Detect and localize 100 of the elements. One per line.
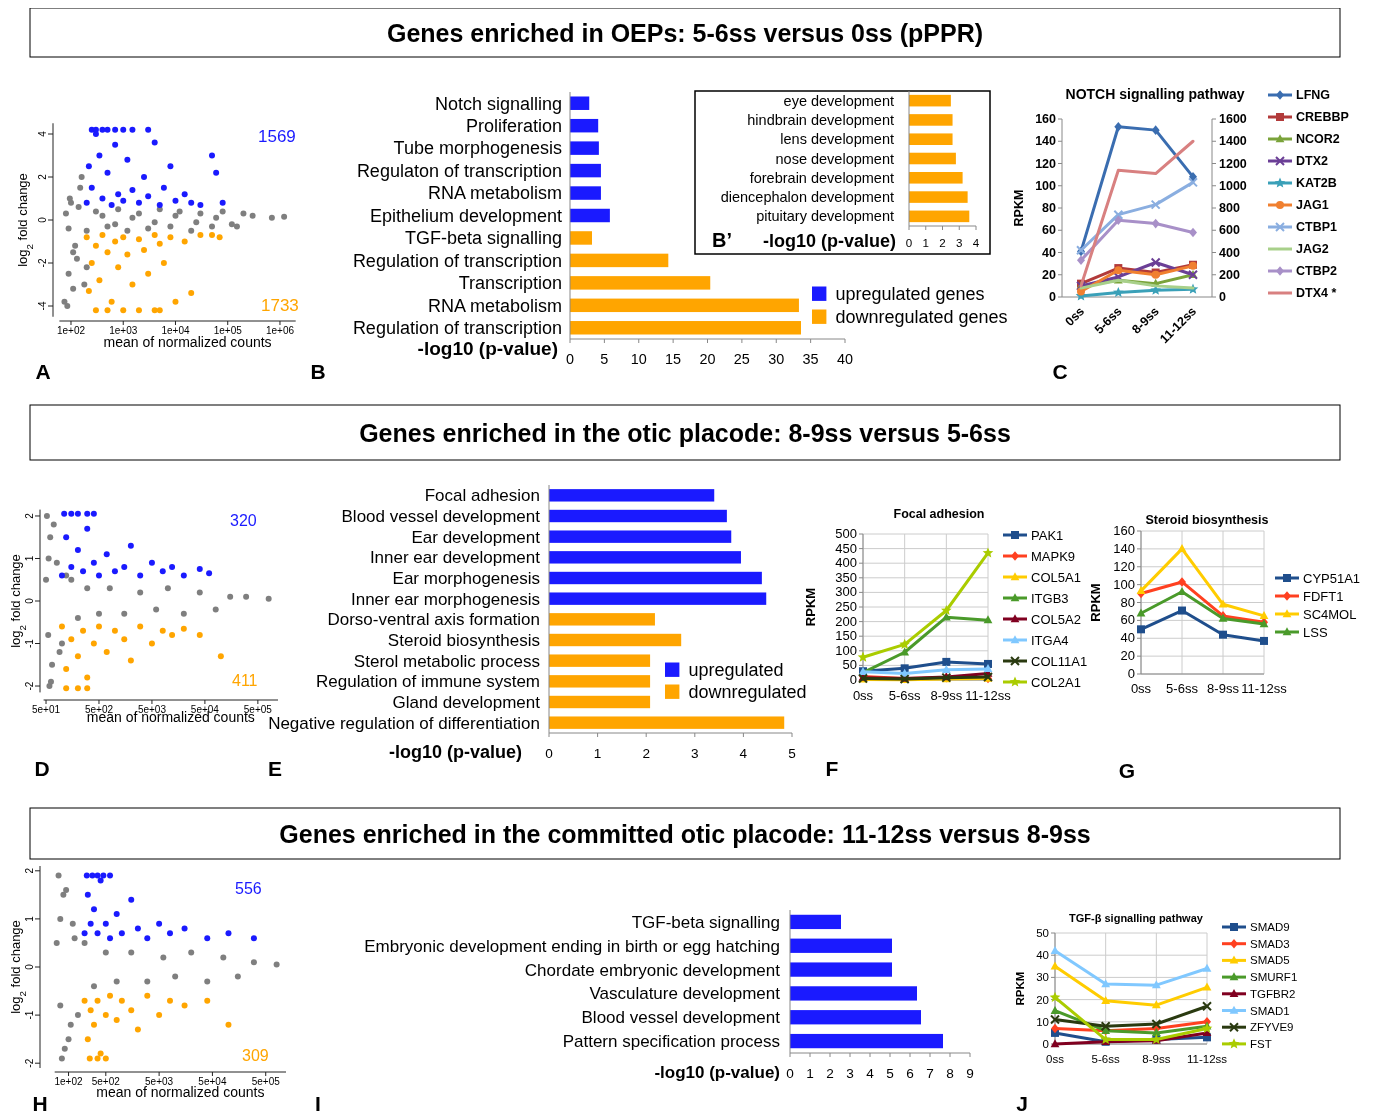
- legend-label: DTX4 *: [1296, 286, 1337, 301]
- y-tick-label: 40: [1036, 949, 1049, 962]
- legend-label: downregulated: [688, 682, 807, 702]
- y-tick-label: 4: [37, 130, 48, 137]
- x-axis-title: -log10 (p-value): [762, 231, 896, 251]
- legend-label: JAG2: [1296, 242, 1329, 257]
- x-axis-title: -log10 (p-value): [417, 338, 558, 359]
- y-tick-label: Epithelium development: [369, 205, 562, 226]
- legend-label: COL2A1: [1031, 674, 1081, 690]
- x-tick-label: 0ss: [1130, 681, 1152, 696]
- y-tick-label: 100: [1113, 576, 1135, 592]
- legend-label: COL5A1: [1031, 569, 1081, 585]
- x-tick-label: 3: [956, 236, 963, 249]
- y-tick-label: 140: [1035, 134, 1057, 149]
- y-tick-label: 250: [835, 599, 857, 614]
- x-tick-label: 5-6ss: [888, 688, 922, 703]
- y-tick-label: 2: [37, 173, 48, 180]
- x-tick-label: 10: [630, 351, 647, 367]
- y-tick-label: TGF-beta signalling: [404, 228, 562, 249]
- y-tick-label: 50: [1036, 927, 1049, 939]
- y-tick-label: Vasculature development: [589, 984, 781, 1004]
- legend-label: FST: [1250, 1037, 1272, 1050]
- y2-tick-label: 0: [1219, 290, 1226, 304]
- y-tick-label: Ear development: [411, 527, 541, 547]
- y2-tick-label: 1000: [1219, 178, 1247, 193]
- legend-label: TGFBR2: [1250, 987, 1296, 1000]
- x-axis-title: mean of normalized counts: [96, 1084, 265, 1100]
- x-tick-label: 8: [946, 1066, 954, 1081]
- legend-label: upregulated genes: [835, 284, 985, 304]
- x-tick-label: 5e+03: [145, 1076, 174, 1087]
- y2-tick-label: 1200: [1219, 156, 1247, 171]
- text: Genes enriched in the otic placode: 8-9ss versus 5-6ss: [359, 418, 1011, 447]
- x-tick-label: 20: [699, 351, 716, 367]
- legend-label: CYP51A1: [1303, 570, 1361, 586]
- x-tick-label: 5-6ss: [1166, 681, 1199, 696]
- y-tick-label: 2: [24, 867, 35, 874]
- x-tick-label: 0: [905, 236, 913, 249]
- x-tick-label: 4: [739, 746, 748, 761]
- y-tick-label: Regulation of immune system: [316, 672, 540, 692]
- legend-label: SMAD9: [1250, 921, 1290, 934]
- y-tick-label: 2: [24, 512, 35, 519]
- y-tick-label: Negative regulation of differentiation: [268, 713, 540, 733]
- y-tick-label: 50: [842, 657, 857, 673]
- text: A: [35, 360, 51, 383]
- x-tick-label: 1e+05: [213, 325, 243, 336]
- annotation: 1733: [261, 296, 299, 315]
- y-tick-label: Tube morphogenesis: [393, 138, 562, 159]
- x-axis-title: -log10 (p-value): [388, 742, 522, 762]
- legend-label: upregulated: [688, 660, 784, 680]
- legend-label: JAG1: [1296, 198, 1329, 213]
- x-tick-label: 2: [642, 746, 650, 761]
- x-tick-label: 8-9ss: [1142, 1053, 1171, 1065]
- y-tick-label: 20: [1036, 993, 1049, 1006]
- y2-tick-label: 200: [1219, 267, 1240, 282]
- x-tick-label: 3: [846, 1066, 854, 1081]
- legend-label: CTBP1: [1296, 220, 1338, 235]
- x-tick-label: 25: [733, 351, 750, 367]
- x-tick-label: 11-12ss: [965, 688, 1012, 703]
- text: F: [825, 757, 839, 780]
- y-tick-label: Focal adhesion: [424, 486, 540, 506]
- y-tick-label: 120: [1035, 156, 1057, 171]
- y-tick-label: lens development: [780, 131, 894, 148]
- text: J: [1016, 1092, 1028, 1114]
- text: Genes enriched in OEPs: 5-6ss versus 0ss (pPPR): [386, 18, 984, 47]
- y-tick-label: 60: [1120, 612, 1135, 628]
- y-tick-label: 20: [1042, 267, 1057, 282]
- y-tick-label: Regulation of transcription: [352, 250, 562, 271]
- y-tick-label: Inner ear morphogenesis: [350, 589, 540, 609]
- x-tick-label: 5e+05: [251, 1076, 281, 1087]
- y-tick-label: Blood vessel development: [341, 506, 541, 526]
- y-tick-label: TGF-beta signalling: [631, 912, 780, 932]
- legend-label: KAT2B: [1296, 176, 1337, 191]
- text: B: [310, 360, 326, 383]
- legend-label: LFNG: [1296, 88, 1331, 103]
- legend-label: SMAD3: [1250, 937, 1290, 950]
- x-tick-label: 0ss: [1046, 1053, 1065, 1065]
- y-tick-label: -2: [24, 681, 35, 691]
- x-tick-label: 5: [600, 351, 609, 367]
- legend-label: CTBP2: [1296, 264, 1338, 279]
- x-tick-label: 35: [802, 351, 819, 367]
- chart-title: Steroid biosynthesis: [1145, 513, 1269, 527]
- y-tick-label: -1: [24, 1010, 35, 1020]
- y2-tick-label: 1400: [1219, 134, 1247, 149]
- y-tick-label: 160: [1113, 523, 1135, 538]
- y-tick-label: eye development: [783, 92, 894, 109]
- legend-label: downregulated genes: [835, 307, 1008, 327]
- legend-label: MAPK9: [1031, 548, 1076, 564]
- y-tick-label: Notch signalling: [434, 93, 562, 114]
- y-tick-label: 0: [1049, 290, 1057, 304]
- y-tick-label: 160: [1035, 112, 1057, 126]
- y-tick-label: 0: [37, 216, 48, 223]
- legend-label: NCOR2: [1296, 132, 1340, 147]
- x-tick-label: 5e+04: [198, 1076, 227, 1087]
- legend-label: ITGA4: [1031, 632, 1069, 648]
- legend-label: CREBBP: [1296, 110, 1349, 125]
- y-tick-label: hindbrain development: [747, 112, 894, 128]
- y-tick-label: Transcription: [458, 273, 562, 294]
- x-tick-label: 1: [593, 746, 602, 761]
- x-tick-label: 1e+02: [56, 325, 86, 336]
- x-tick-label: 0ss: [852, 688, 874, 703]
